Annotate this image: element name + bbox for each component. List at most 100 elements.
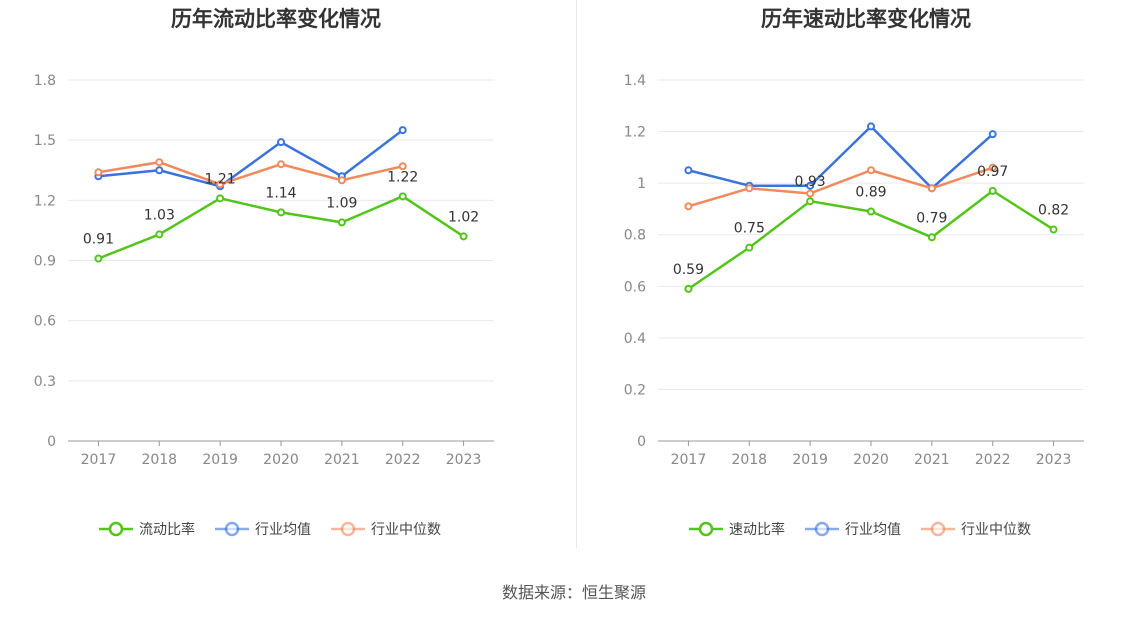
data-point-industry-average[interactable] xyxy=(684,166,693,175)
data-point-main[interactable] xyxy=(745,243,754,252)
data-label: 0.97 xyxy=(977,164,1008,180)
data-point-industry-average[interactable] xyxy=(988,130,997,139)
x-tick-label: 2019 xyxy=(202,452,238,468)
data-label: 1.09 xyxy=(326,195,357,211)
legend-marker xyxy=(930,521,946,537)
x-tick-label: 2017 xyxy=(81,452,117,468)
chart-title: 历年速动比率变化情况 xyxy=(761,7,971,31)
series-line-industry-average xyxy=(98,129,404,188)
y-tick-label: 1.5 xyxy=(34,133,56,149)
x-tick-label: 2023 xyxy=(446,452,482,468)
series-line-industry-median xyxy=(688,166,994,208)
data-point-main[interactable] xyxy=(1049,225,1058,234)
series-line-industry-average xyxy=(688,125,994,190)
data-point-industry-median[interactable] xyxy=(216,180,225,189)
data-point-industry-median[interactable] xyxy=(806,189,815,198)
legend-item[interactable]: 速动比率 xyxy=(689,521,785,538)
legend-item[interactable]: 行业中位数 xyxy=(921,521,1031,538)
data-label: 0.59 xyxy=(673,262,704,278)
y-tick-label: 1.2 xyxy=(624,125,646,141)
x-tick-label: 2022 xyxy=(385,452,421,468)
chart-title: 历年流动比率变化情况 xyxy=(171,7,381,31)
x-tick-label: 2017 xyxy=(671,452,707,468)
y-tick-label: 0.9 xyxy=(34,254,56,270)
data-point-industry-average[interactable] xyxy=(806,181,815,190)
x-tick-label: 2020 xyxy=(263,452,299,468)
data-label: 0.93 xyxy=(795,174,826,190)
data-point-main[interactable] xyxy=(277,208,285,217)
legend-label: 行业中位数 xyxy=(961,522,1031,538)
data-label: 1.03 xyxy=(144,207,175,223)
data-point-main[interactable] xyxy=(398,192,407,201)
data-point-industry-average[interactable] xyxy=(398,126,407,135)
data-point-main[interactable] xyxy=(155,230,164,239)
data-label: 0.79 xyxy=(916,210,947,226)
legend-label: 行业均值 xyxy=(845,522,901,538)
data-point-industry-median[interactable] xyxy=(988,163,997,172)
legend-marker xyxy=(224,521,240,537)
data-source: 数据来源：恒生聚源 xyxy=(501,583,646,602)
y-tick-label: 1.4 xyxy=(624,73,646,89)
legend-label: 速动比率 xyxy=(729,521,785,538)
data-point-main[interactable] xyxy=(867,207,875,216)
legend-marker xyxy=(108,521,124,537)
data-point-industry-median[interactable] xyxy=(155,158,164,167)
data-label: 1.14 xyxy=(265,185,296,201)
x-tick-label: 2023 xyxy=(1036,452,1072,468)
quick-ratio-chart: 历年速动比率变化情况 0 0.2 0.4 0.6 0.8 1 1.2 1.4 2017 2018 20… xyxy=(624,7,1084,538)
x-tick-label: 2022 xyxy=(975,452,1011,468)
data-point-industry-median[interactable] xyxy=(277,160,285,169)
legend-item[interactable]: 行业中位数 xyxy=(331,521,441,538)
chart-divider xyxy=(576,0,577,548)
x-tick-label: 2018 xyxy=(141,452,177,468)
data-label: 1.22 xyxy=(387,169,418,185)
data-point-industry-median[interactable] xyxy=(398,162,407,171)
data-point-industry-average[interactable] xyxy=(277,138,285,147)
data-point-industry-average[interactable] xyxy=(867,122,875,131)
data-label: 1.02 xyxy=(448,209,479,225)
data-point-main[interactable] xyxy=(337,218,346,227)
legend-marker xyxy=(698,521,714,537)
data-label: 0.82 xyxy=(1038,203,1069,219)
x-tick-label: 2021 xyxy=(324,452,360,468)
data-point-industry-average[interactable] xyxy=(155,166,164,175)
data-label: 1.21 xyxy=(205,171,236,187)
y-tick-label: 0.3 xyxy=(34,374,56,390)
data-point-industry-median[interactable] xyxy=(94,168,103,177)
data-point-main[interactable] xyxy=(806,197,815,206)
y-tick-label: 1.8 xyxy=(34,73,56,89)
data-point-main[interactable] xyxy=(927,233,936,242)
series-line-main xyxy=(687,189,1055,290)
data-point-main[interactable] xyxy=(216,194,225,203)
data-point-industry-median[interactable] xyxy=(927,184,936,193)
data-point-main[interactable] xyxy=(988,186,997,195)
legend-item[interactable]: 行业均值 xyxy=(805,521,901,538)
x-tick-label: 2021 xyxy=(914,452,950,468)
y-tick-label: 0.6 xyxy=(34,314,56,330)
x-tick-label: 2020 xyxy=(853,452,889,468)
data-point-industry-median[interactable] xyxy=(684,202,693,211)
data-label: 0.91 xyxy=(83,231,114,247)
y-tick-label: 0 xyxy=(47,434,56,450)
legend-label: 行业均值 xyxy=(255,522,311,538)
series-line-industry-median xyxy=(98,160,403,186)
legend-label: 行业中位数 xyxy=(371,522,441,538)
data-point-main[interactable] xyxy=(684,284,693,293)
current-ratio-chart: 历年流动比率变化情况 0 0.3 0.6 0.9 1.2 1.5 1.8 2017 2018 201… xyxy=(34,7,494,538)
data-label: 0.75 xyxy=(734,221,765,237)
legend-marker xyxy=(814,521,830,537)
y-tick-label: 0.8 xyxy=(624,228,646,244)
y-tick-label: 1 xyxy=(637,176,646,192)
data-point-main[interactable] xyxy=(94,254,103,263)
data-label: 0.89 xyxy=(855,185,886,201)
y-tick-label: 0 xyxy=(637,434,646,450)
legend-item[interactable]: 流动比率 xyxy=(99,521,195,538)
legend-marker xyxy=(340,521,356,537)
data-point-industry-median[interactable] xyxy=(337,176,346,185)
y-tick-label: 0.4 xyxy=(624,331,646,347)
data-point-industry-median[interactable] xyxy=(867,166,875,175)
legend-item[interactable]: 行业均值 xyxy=(215,521,311,538)
data-point-industry-median[interactable] xyxy=(745,184,754,193)
legend-label: 流动比率 xyxy=(139,521,195,538)
data-point-main[interactable] xyxy=(459,232,468,241)
